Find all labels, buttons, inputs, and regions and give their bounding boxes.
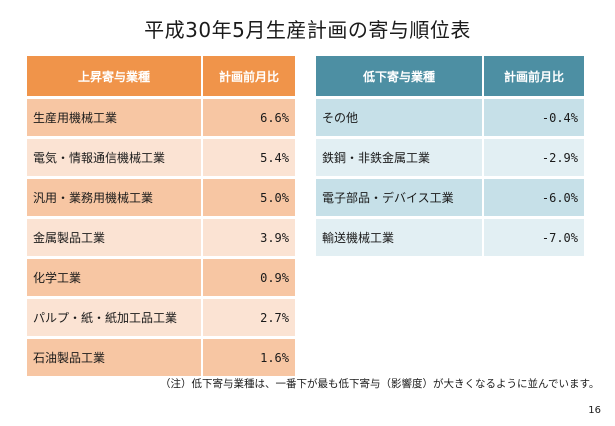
footnote: （注）低下寄与業種は、一番下が最も低下寄与（影響度）が大きくなるように並んでいま… xyxy=(160,378,600,390)
industry-name: パルプ・紙・紙加工品工業 xyxy=(27,299,203,336)
month-ratio-value: -0.4% xyxy=(484,99,584,136)
month-ratio-value: 2.7% xyxy=(203,299,295,336)
industry-name: 輸送機械工業 xyxy=(316,219,484,256)
month-ratio-value: 0.9% xyxy=(203,259,295,296)
industry-name: 金属製品工業 xyxy=(27,219,203,256)
table-header-row: 低下寄与業種 計画前月比 xyxy=(316,56,584,96)
table-row: 鉄鋼・非鉄金属工業 -2.9% xyxy=(316,139,584,176)
industry-name: 生産用機械工業 xyxy=(27,99,203,136)
industry-name: 電子部品・デバイス工業 xyxy=(316,179,484,216)
table-row: パルプ・紙・紙加工品工業 2.7% xyxy=(27,299,295,336)
month-ratio-value: 3.9% xyxy=(203,219,295,256)
column-header-industry: 上昇寄与業種 xyxy=(27,56,203,96)
table-row: 電気・情報通信機械工業 5.4% xyxy=(27,139,295,176)
table-row: 金属製品工業 3.9% xyxy=(27,219,295,256)
month-ratio-value: 1.6% xyxy=(203,339,295,376)
column-header-industry: 低下寄与業種 xyxy=(316,56,484,96)
table-row: 化学工業 0.9% xyxy=(27,259,295,296)
industry-name: 石油製品工業 xyxy=(27,339,203,376)
industry-name: 電気・情報通信機械工業 xyxy=(27,139,203,176)
table-row: その他 -0.4% xyxy=(316,99,584,136)
column-header-month-ratio: 計画前月比 xyxy=(203,56,295,96)
industry-name: 鉄鋼・非鉄金属工業 xyxy=(316,139,484,176)
month-ratio-value: 5.4% xyxy=(203,139,295,176)
industry-name: 汎用・業務用機械工業 xyxy=(27,179,203,216)
table-row: 汎用・業務用機械工業 5.0% xyxy=(27,179,295,216)
table-row: 輸送機械工業 -7.0% xyxy=(316,219,584,256)
declining-contribution-table: 低下寄与業種 計画前月比 その他 -0.4% 鉄鋼・非鉄金属工業 -2.9% 電… xyxy=(316,53,584,259)
industry-name: その他 xyxy=(316,99,484,136)
table-header-row: 上昇寄与業種 計画前月比 xyxy=(27,56,295,96)
industry-name: 化学工業 xyxy=(27,259,203,296)
column-header-month-ratio: 計画前月比 xyxy=(484,56,584,96)
table-row: 石油製品工業 1.6% xyxy=(27,339,295,376)
page-number: 16 xyxy=(588,405,601,416)
page-title: 平成30年5月生産計画の寄与順位表 xyxy=(144,18,471,42)
table-row: 電子部品・デバイス工業 -6.0% xyxy=(316,179,584,216)
month-ratio-value: 5.0% xyxy=(203,179,295,216)
month-ratio-value: 6.6% xyxy=(203,99,295,136)
rising-contribution-table: 上昇寄与業種 計画前月比 生産用機械工業 6.6% 電気・情報通信機械工業 5.… xyxy=(27,53,295,379)
month-ratio-value: -6.0% xyxy=(484,179,584,216)
month-ratio-value: -2.9% xyxy=(484,139,584,176)
month-ratio-value: -7.0% xyxy=(484,219,584,256)
table-row: 生産用機械工業 6.6% xyxy=(27,99,295,136)
